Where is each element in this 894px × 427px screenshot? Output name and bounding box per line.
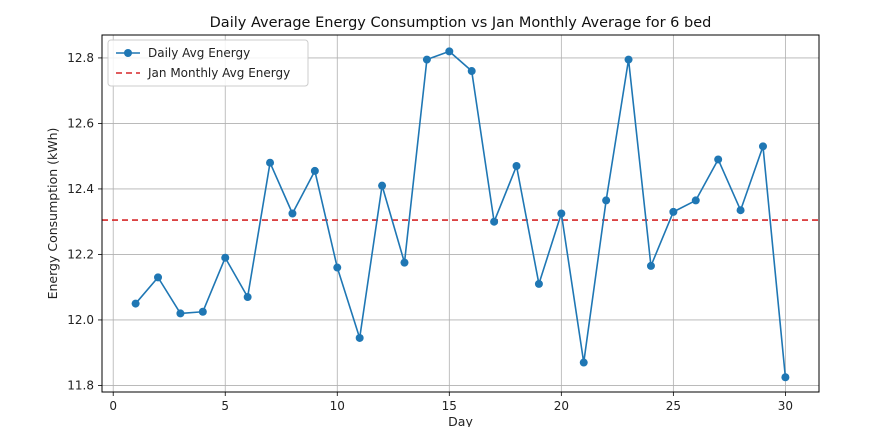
y-axis-title: Energy Consumption (kWh) bbox=[45, 128, 60, 300]
y-tick-label: 12.4 bbox=[67, 182, 94, 196]
legend-label-daily: Daily Avg Energy bbox=[148, 46, 250, 60]
data-point bbox=[736, 206, 745, 215]
data-point bbox=[534, 279, 543, 288]
chart-title: Daily Average Energy Consumption vs Jan … bbox=[210, 15, 712, 31]
x-tick-label: 25 bbox=[666, 399, 681, 413]
legend-marker-daily bbox=[124, 49, 132, 57]
x-tick-label: 30 bbox=[778, 399, 793, 413]
legend-box bbox=[107, 39, 309, 87]
x-tick-label: 15 bbox=[442, 399, 457, 413]
y-tick-label: 12.8 bbox=[67, 51, 94, 65]
data-point bbox=[669, 207, 678, 216]
data-point bbox=[602, 196, 611, 205]
data-point bbox=[154, 273, 163, 282]
data-point bbox=[333, 263, 342, 272]
data-point bbox=[691, 196, 700, 205]
data-point bbox=[624, 55, 633, 64]
x-tick-label: 0 bbox=[109, 399, 117, 413]
data-point bbox=[198, 307, 207, 316]
data-point bbox=[266, 158, 275, 167]
data-point bbox=[781, 373, 790, 382]
y-tick-label: 12.2 bbox=[67, 247, 94, 261]
x-axis-title: Day bbox=[448, 414, 473, 427]
data-point bbox=[378, 181, 387, 190]
legend-label-monthly-average: Jan Monthly Avg Energy bbox=[147, 66, 290, 80]
data-point bbox=[310, 166, 319, 175]
x-tick-label: 10 bbox=[330, 399, 345, 413]
data-point bbox=[557, 209, 566, 218]
y-tick-label: 11.8 bbox=[67, 378, 94, 392]
x-tick-label: 5 bbox=[221, 399, 229, 413]
data-point bbox=[758, 142, 767, 151]
grid-lines bbox=[102, 35, 819, 392]
data-point bbox=[221, 253, 230, 262]
y-tick-label: 12.6 bbox=[67, 116, 94, 130]
data-point bbox=[646, 261, 655, 270]
y-axis-ticks: 11.8 12.0 12.2 12.4 12.6 12.8 bbox=[67, 51, 102, 392]
daily-series-line bbox=[135, 50, 787, 378]
data-point bbox=[288, 209, 297, 218]
data-point bbox=[714, 155, 723, 164]
data-point bbox=[400, 258, 409, 267]
data-point bbox=[355, 333, 364, 342]
data-point bbox=[422, 55, 431, 64]
data-point bbox=[490, 217, 499, 226]
plot-area-frame bbox=[101, 34, 820, 393]
data-point bbox=[467, 67, 476, 76]
data-point bbox=[243, 293, 252, 302]
daily-series-group bbox=[131, 47, 790, 382]
data-point bbox=[579, 358, 588, 367]
legend: Daily Avg Energy Jan Monthly Avg Energy bbox=[107, 39, 309, 87]
data-point bbox=[176, 309, 185, 318]
y-tick-label: 12.0 bbox=[67, 313, 94, 327]
data-point bbox=[445, 47, 454, 56]
x-tick-label: 20 bbox=[554, 399, 569, 413]
data-point bbox=[131, 299, 140, 308]
x-axis-ticks: 0 5 10 15 20 25 30 bbox=[109, 392, 793, 413]
data-point bbox=[512, 162, 521, 171]
